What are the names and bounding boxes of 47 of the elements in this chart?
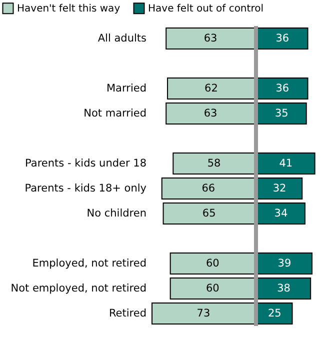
y-tick-label: Parents - kids 18+ only bbox=[24, 182, 146, 194]
bar bbox=[256, 78, 308, 100]
data-label: 38 bbox=[277, 282, 290, 294]
data-label: 39 bbox=[278, 258, 292, 270]
data-label: 25 bbox=[268, 308, 282, 320]
bar bbox=[167, 78, 256, 100]
data-label: 63 bbox=[204, 32, 218, 44]
data-label: 35 bbox=[274, 108, 288, 120]
data-label: 63 bbox=[204, 108, 218, 120]
bar bbox=[256, 178, 303, 200]
y-tick-label: Parents - kids under 18 bbox=[25, 158, 146, 170]
bar bbox=[256, 102, 307, 124]
data-label: 60 bbox=[206, 282, 220, 294]
bar bbox=[170, 252, 256, 274]
data-label: 32 bbox=[272, 182, 286, 194]
bar bbox=[152, 302, 256, 324]
bar bbox=[256, 278, 312, 300]
data-label: 60 bbox=[206, 258, 220, 270]
legend-label: Haven't felt this way bbox=[17, 3, 120, 14]
bar bbox=[256, 28, 308, 50]
bar bbox=[166, 102, 256, 124]
data-label: 34 bbox=[274, 208, 288, 220]
bar bbox=[166, 28, 256, 50]
bar bbox=[161, 178, 256, 200]
y-tick-label: No children bbox=[86, 208, 146, 220]
bar bbox=[172, 152, 256, 174]
bar bbox=[256, 302, 293, 324]
y-tick-label: Not employed, not retired bbox=[10, 282, 146, 294]
y-tick-label: All adults bbox=[98, 32, 146, 44]
data-label: 36 bbox=[276, 82, 290, 94]
y-tick-label: Employed, not retired bbox=[32, 258, 146, 270]
y-tick-label: Retired bbox=[108, 308, 146, 320]
bar bbox=[256, 202, 306, 224]
data-label: 73 bbox=[196, 308, 210, 320]
bar bbox=[256, 152, 316, 174]
series-label: Have felt out of control bbox=[148, 3, 264, 14]
data-label: 58 bbox=[207, 158, 221, 170]
bar bbox=[162, 202, 256, 224]
bar bbox=[170, 278, 256, 300]
y-tick-label: Not married bbox=[84, 108, 146, 120]
data-label: 41 bbox=[279, 158, 293, 170]
bar bbox=[256, 252, 312, 274]
data-label: 66 bbox=[202, 182, 216, 194]
data-label: 65 bbox=[202, 208, 216, 220]
data-label: 62 bbox=[204, 82, 218, 94]
data-label: 36 bbox=[276, 32, 290, 44]
y-tick-label: Married bbox=[106, 82, 146, 94]
